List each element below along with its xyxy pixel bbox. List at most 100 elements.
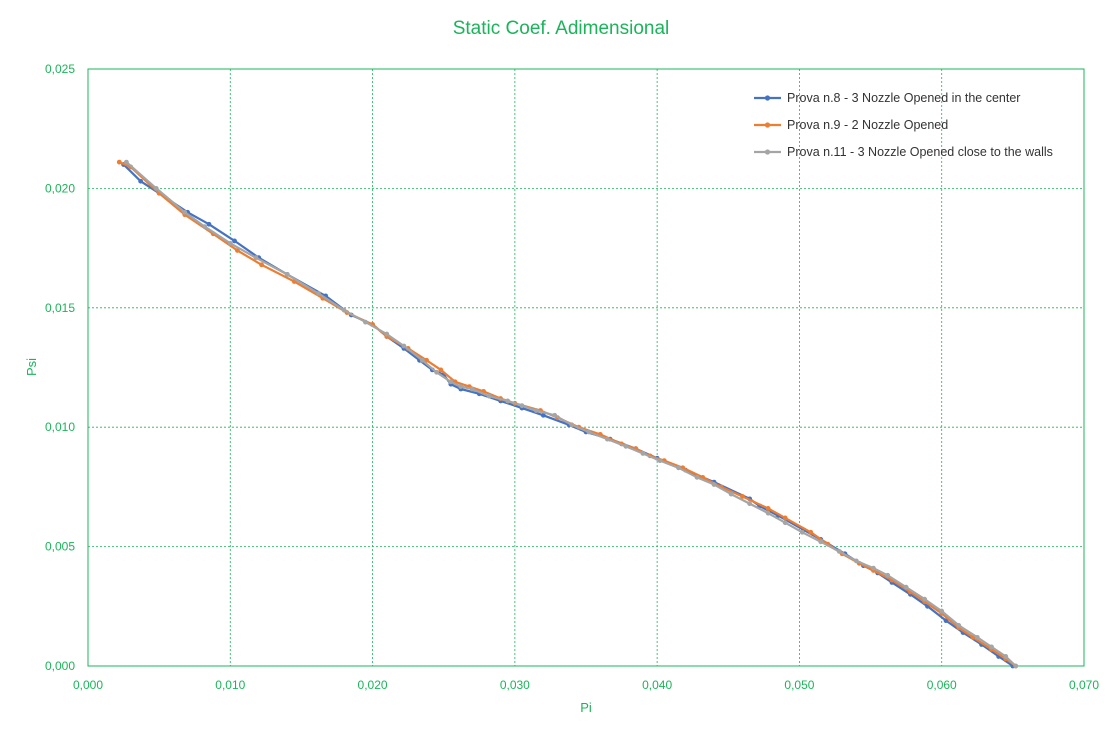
data-point — [434, 369, 439, 375]
data-point — [885, 572, 891, 578]
x-tick-label: 0,010 — [215, 678, 245, 692]
data-point — [871, 565, 876, 571]
data-point — [448, 379, 454, 385]
data-point — [922, 596, 928, 602]
data-point — [728, 491, 734, 497]
legend-label: Prova n.11 - 3 Nozzle Opened close to th… — [787, 145, 1053, 159]
data-point — [623, 443, 629, 449]
data-point — [818, 539, 824, 545]
data-point — [153, 186, 159, 191]
data-point — [341, 307, 347, 313]
data-point — [401, 343, 407, 349]
data-point — [469, 386, 475, 392]
y-tick-label: 0,025 — [45, 62, 75, 76]
data-point — [458, 384, 464, 390]
data-point — [711, 482, 717, 487]
data-point — [676, 465, 681, 471]
data-point — [569, 422, 575, 428]
data-point — [182, 209, 188, 215]
data-point — [974, 634, 980, 640]
data-point — [316, 291, 321, 296]
data-point — [505, 398, 511, 404]
data-point — [939, 608, 945, 614]
data-point — [384, 331, 390, 337]
data-point — [533, 408, 539, 413]
data-point — [1013, 663, 1019, 669]
plot-area-border — [87, 68, 1085, 667]
legend-item: Prova n.11 - 3 Nozzle Opened close to th… — [754, 145, 1053, 159]
data-point — [740, 494, 745, 499]
legend-swatch-marker — [764, 95, 771, 101]
legend-label: Prova n.8 - 3 Nozzle Opened in the cente… — [787, 91, 1020, 105]
series-line — [122, 163, 1014, 667]
legend-item: Prova n.8 - 3 Nozzle Opened in the cente… — [754, 91, 1020, 105]
legend-label: Prova n.9 - 2 Nozzle Opened — [787, 118, 948, 132]
data-point — [956, 623, 962, 628]
series-3 — [124, 159, 1019, 669]
data-point — [747, 501, 753, 507]
series-2 — [116, 159, 1019, 669]
y-tick-label: 0,010 — [45, 420, 75, 434]
y-tick-label: 0,015 — [45, 301, 75, 315]
series-layer — [116, 159, 1019, 669]
chart-title: Static Coef. Adimensional — [453, 18, 670, 39]
data-point — [765, 505, 771, 511]
data-point — [486, 393, 492, 399]
data-point — [519, 403, 525, 409]
data-point — [782, 520, 788, 526]
series-1 — [121, 162, 1016, 669]
data-point — [363, 319, 368, 325]
data-point — [227, 240, 233, 246]
data-point — [782, 515, 788, 521]
data-point — [903, 584, 909, 590]
data-point — [124, 159, 129, 165]
data-point — [586, 429, 592, 435]
data-point — [657, 458, 663, 464]
data-point — [836, 548, 842, 554]
y-tick-label: 0,000 — [45, 659, 75, 673]
data-point — [235, 248, 240, 253]
legend: Prova n.8 - 3 Nozzle Opened in the cente… — [754, 91, 1053, 159]
x-tick-label: 0,030 — [500, 678, 530, 692]
y-tick-label: 0,020 — [45, 181, 75, 195]
x-tick-label: 0,050 — [784, 678, 814, 692]
data-point — [604, 436, 610, 442]
data-point — [284, 271, 290, 277]
legend-swatch-marker — [764, 122, 771, 128]
y-tick-label: 0,005 — [45, 540, 75, 554]
data-point — [419, 357, 425, 363]
legend-swatch-marker — [764, 149, 771, 155]
data-point — [116, 159, 122, 165]
data-point — [765, 510, 771, 516]
data-point — [808, 529, 814, 535]
data-point — [232, 238, 237, 244]
data-point — [206, 221, 212, 227]
data-point — [138, 178, 144, 184]
x-tick-label: 0,040 — [642, 678, 672, 692]
legend-item: Prova n.9 - 2 Nozzle Opened — [754, 118, 948, 132]
data-point — [552, 412, 558, 418]
data-point — [640, 451, 646, 456]
grid-layer — [87, 68, 1085, 667]
series-line — [125, 161, 1017, 667]
x-tick-label: 0,070 — [1069, 678, 1099, 692]
x-tick-label: 0,060 — [927, 678, 957, 692]
data-point — [1003, 654, 1009, 659]
data-point — [853, 558, 859, 564]
data-point — [259, 262, 264, 268]
x-tick-label: 0,000 — [73, 678, 103, 692]
data-point — [989, 644, 994, 650]
axis-layer: 0,000 0,010 0,020 0,030 0,040 0,050 0,060 0,070… — [45, 62, 1099, 692]
data-point — [540, 412, 546, 418]
data-point — [253, 255, 259, 261]
data-point — [438, 367, 444, 373]
data-point — [694, 474, 700, 480]
x-axis-label: Pi — [580, 700, 592, 715]
data-point — [799, 529, 805, 535]
series-line — [118, 161, 1017, 667]
data-point — [202, 224, 208, 230]
x-tick-label: 0,020 — [358, 678, 388, 692]
y-axis-label: Psi — [24, 358, 39, 376]
